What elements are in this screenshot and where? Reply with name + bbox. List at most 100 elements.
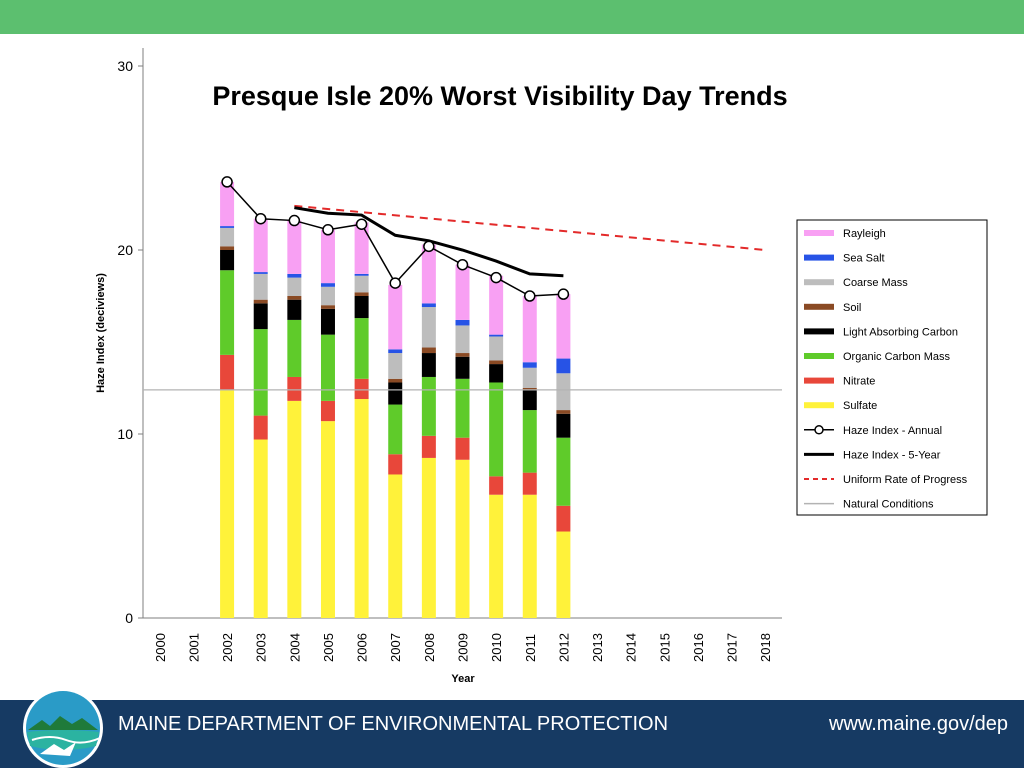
bar-segment-rayleigh	[253, 218, 268, 273]
bar-segment-coarse-mass	[220, 227, 235, 247]
bar-segment-coarse-mass	[556, 373, 571, 411]
legend-swatch-light-absorbing-carbon	[804, 328, 834, 335]
bar-segment-nitrate	[556, 505, 571, 532]
bar-segment-coarse-mass	[320, 286, 335, 306]
x-tick-label: 2003	[254, 633, 269, 662]
bar-segment-organic-carbon-mass	[556, 437, 571, 506]
logo-wave	[31, 736, 101, 744]
legend-label: Sulfate	[843, 400, 877, 412]
bar-segment-rayleigh	[556, 294, 571, 359]
bar-segment-sea-salt	[455, 319, 470, 326]
bar-segment-soil	[421, 347, 436, 354]
logo-bird	[40, 742, 76, 756]
bar-segment-organic-carbon-mass	[320, 334, 335, 401]
legend-label: Rayleigh	[843, 228, 886, 240]
bar-segment-sulfate	[455, 459, 470, 618]
trend-lines	[143, 176, 782, 391]
bar-segment-organic-carbon-mass	[489, 382, 504, 477]
haze-index-annual-marker	[456, 258, 469, 271]
chart-legend: Rayleigh Sea Salt Coarse Mass Soil Light Abs…	[796, 219, 988, 516]
haze-index-annual-marker	[557, 288, 570, 300]
bar-segment-nitrate	[455, 437, 470, 460]
bar-segment-organic-carbon-mass	[522, 410, 537, 473]
x-tick-label: 2007	[388, 633, 403, 662]
haze-index-annual-marker	[355, 218, 368, 230]
bar-segment-light-absorbing-carbon	[556, 413, 571, 438]
x-tick-label: 2009	[456, 633, 471, 662]
bar-segment-organic-carbon-mass	[253, 329, 268, 416]
x-tick-label: 2011	[523, 634, 538, 662]
x-tick-label: 2008	[422, 633, 437, 662]
haze-index-annual-marker	[490, 271, 502, 284]
y-axis: 0 10 20 30	[117, 48, 144, 626]
x-tick-label: 2016	[691, 633, 706, 662]
bar-segment-sulfate	[354, 399, 369, 618]
bar-segment-soil	[354, 292, 369, 296]
bar-segment-light-absorbing-carbon	[421, 353, 436, 377]
bar-segment-sulfate	[220, 389, 235, 618]
y-tick-label: 20	[117, 242, 133, 258]
legend-label: Natural Conditions	[843, 499, 934, 511]
bar-segment-sulfate	[320, 421, 335, 618]
bar-segment-nitrate	[354, 378, 369, 400]
bar-segment-sea-salt	[253, 272, 268, 274]
bar-segment-sea-salt	[421, 303, 436, 308]
bar-segment-rayleigh	[421, 244, 436, 304]
maine-dep-logo-icon	[23, 688, 103, 768]
bar-segment-light-absorbing-carbon	[388, 382, 403, 405]
bar-segment-sea-salt	[220, 226, 235, 228]
haze-index-annual-marker	[221, 176, 233, 188]
bar-segment-light-absorbing-carbon	[455, 356, 470, 379]
bar-segment-nitrate	[421, 435, 436, 458]
x-tick-label: 2000	[153, 633, 168, 662]
bar-segment-rayleigh	[220, 181, 235, 227]
x-tick-label: 2013	[590, 633, 605, 662]
x-tick-label: 2012	[556, 633, 571, 662]
bar-segment-soil	[489, 360, 504, 365]
bar-segment-coarse-mass	[489, 336, 504, 361]
bar-segment-nitrate	[220, 354, 235, 390]
bar-segment-rayleigh	[320, 229, 335, 284]
bar-segment-soil	[522, 388, 537, 390]
bar-segment-soil	[253, 299, 268, 304]
legend-label: Haze Index - 5-Year	[843, 449, 941, 461]
uniform-rate-of-progress-line	[294, 204, 766, 251]
bar-segment-soil	[287, 296, 302, 300]
haze-index-annual-marker	[389, 277, 401, 289]
bar-segment-organic-carbon-mass	[421, 376, 436, 436]
bar-segment-rayleigh	[388, 284, 403, 350]
header-bar	[0, 0, 1024, 34]
bar-segment-rayleigh	[287, 220, 302, 274]
bar-segment-light-absorbing-carbon	[220, 250, 235, 271]
footer-url-link[interactable]: www.maine.gov/dep	[829, 713, 1008, 735]
bar-segment-sea-salt	[489, 334, 504, 337]
bar-segment-sulfate	[287, 400, 302, 618]
y-axis-label: Haze Index (deciviews)	[95, 273, 107, 393]
legend-box	[796, 219, 988, 516]
bar-segment-soil	[455, 353, 470, 357]
bar-segment-light-absorbing-carbon	[253, 303, 268, 330]
bar-segment-light-absorbing-carbon	[287, 299, 302, 320]
bar-segment-rayleigh	[522, 296, 537, 363]
bar-segment-light-absorbing-carbon	[320, 308, 335, 335]
legend-label: Light Absorbing Carbon	[843, 326, 958, 338]
bar-segment-coarse-mass	[522, 367, 537, 388]
x-axis: 2000 2001 2002 2003 2004 2005 2006 2007 2008 2009…	[143, 617, 782, 662]
bar-segment-soil	[556, 410, 571, 414]
footer-org-name: MAINE DEPARTMENT OF ENVIRONMENTAL PROTEC…	[118, 713, 669, 735]
bar-segment-nitrate	[388, 454, 403, 475]
y-tick-label: 0	[125, 610, 133, 626]
bar-segment-coarse-mass	[421, 307, 436, 348]
x-tick-label: 2006	[355, 633, 370, 662]
bar-segment-sulfate	[253, 439, 268, 618]
bar-segment-sulfate	[556, 531, 571, 618]
legend-label: Sea Salt	[843, 253, 885, 265]
bar-segment-rayleigh	[354, 222, 369, 274]
legend-swatch-annual-marker	[814, 425, 824, 435]
bar-segment-sea-salt	[287, 273, 302, 278]
legend-label: Coarse Mass	[843, 277, 908, 289]
bar-segment-sea-salt	[522, 362, 537, 368]
footer-bar: MAINE DEPARTMENT OF ENVIRONMENTAL PROTEC…	[0, 700, 1024, 768]
bar-segment-light-absorbing-carbon	[489, 364, 504, 383]
bar-segment-sulfate	[522, 494, 537, 618]
